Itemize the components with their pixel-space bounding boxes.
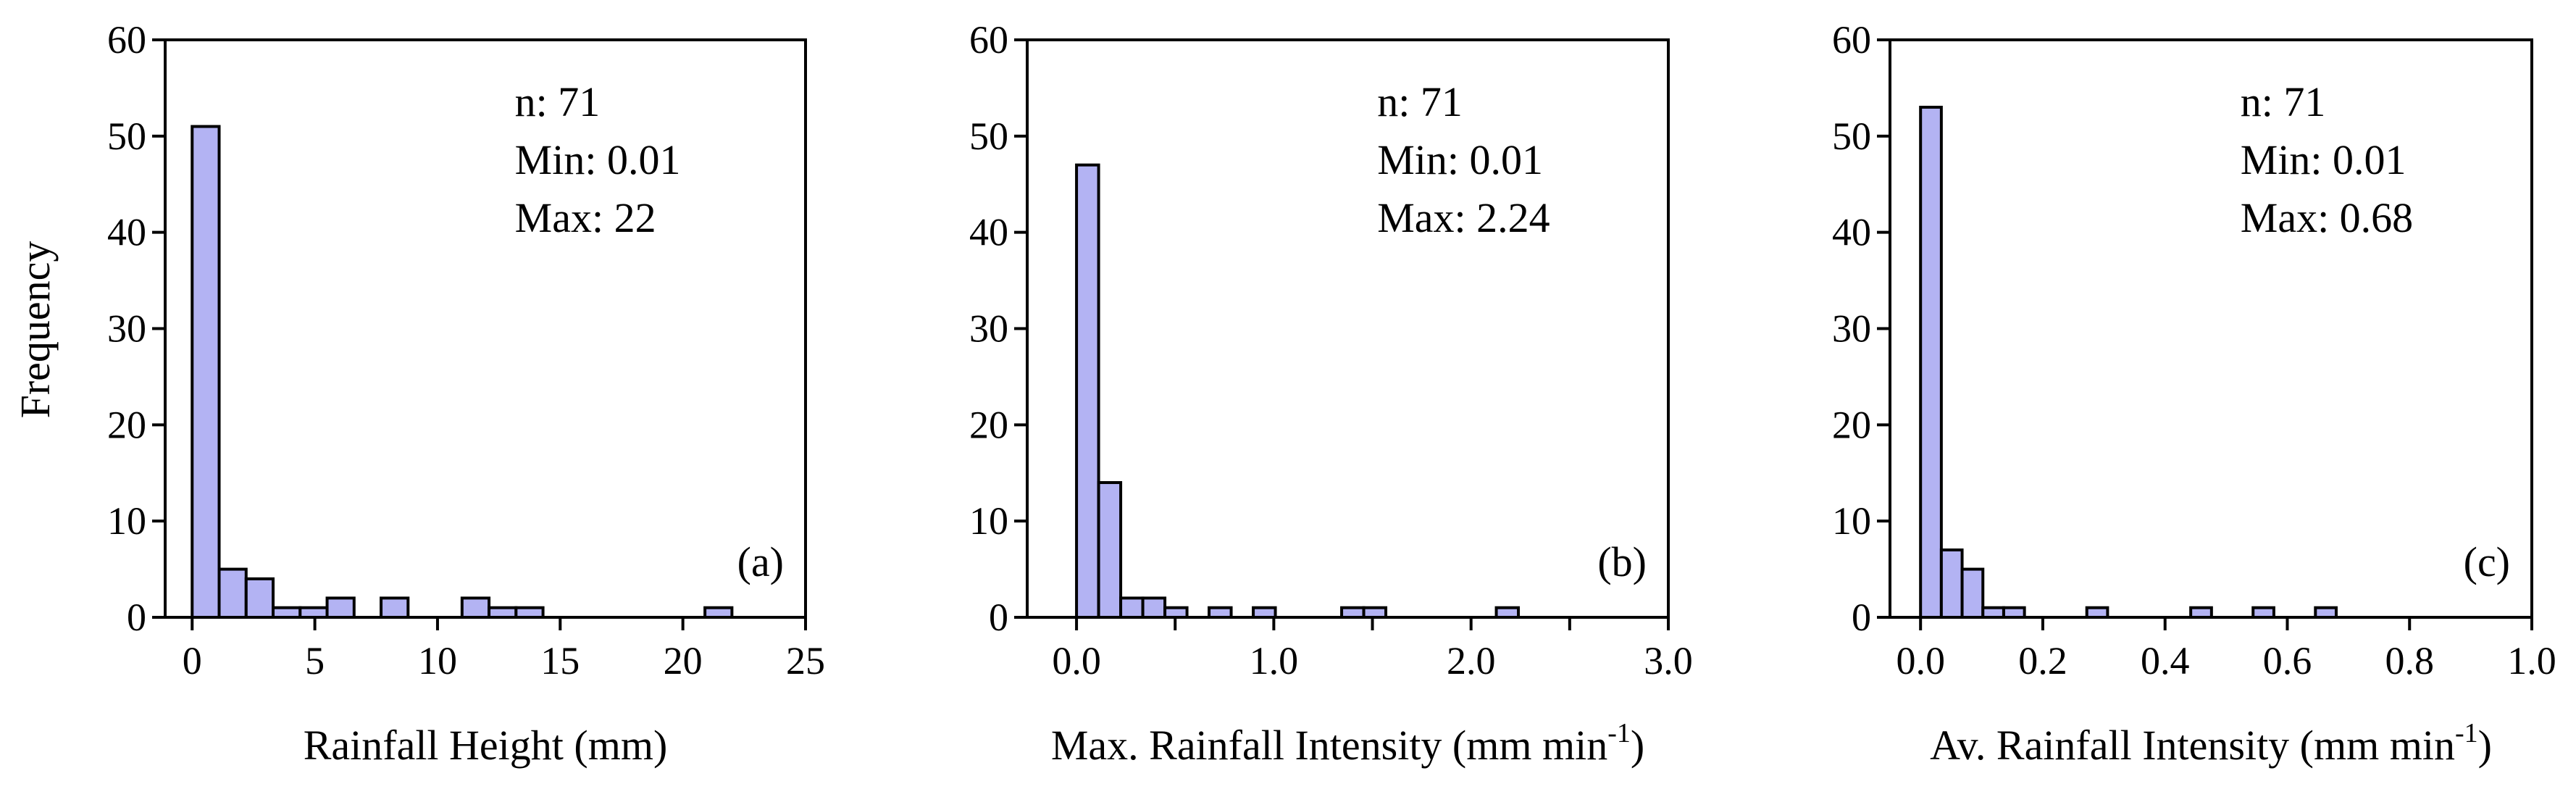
histogram-bar xyxy=(191,125,221,619)
y-tick-label: 10 xyxy=(107,499,146,543)
x-axis-title: Max. Rainfall Intensity (mm min-1) xyxy=(1051,718,1644,769)
histogram-bar xyxy=(1141,596,1167,619)
y-tick-label: 0 xyxy=(127,596,146,639)
x-tick-label: 0.8 xyxy=(2385,639,2434,683)
x-tick-label: 20 xyxy=(664,639,703,683)
y-axis-label: Frequency xyxy=(12,241,59,419)
histogram-bar xyxy=(1960,567,1985,619)
y-tick-label: 10 xyxy=(969,499,1008,543)
stat-max: Max: 22 xyxy=(515,194,656,241)
x-axis-title-main: Av. Rainfall Intensity (mm min xyxy=(1930,722,2455,769)
x-tick-label: 0.2 xyxy=(2018,639,2067,683)
x-tick-label: 25 xyxy=(786,639,825,683)
stat-max: Max: 0.68 xyxy=(2241,194,2413,241)
histogram-bar xyxy=(325,596,356,619)
histogram-bar xyxy=(244,577,275,619)
plot-frame xyxy=(1889,38,2533,619)
x-tick-label: 10 xyxy=(418,639,457,683)
panel-label: (c) xyxy=(2464,538,2510,585)
y-tick-label: 60 xyxy=(1832,18,1871,62)
x-axis-title-superscript: -1 xyxy=(2455,718,2478,748)
x-axis-title-suffix: ) xyxy=(1631,722,1644,769)
x-axis-title-main: Rainfall Height (mm) xyxy=(304,722,668,769)
x-tick-label: 0.6 xyxy=(2263,639,2312,683)
y-tick-label: 20 xyxy=(969,403,1008,446)
stat-min: Min: 0.01 xyxy=(2241,136,2406,183)
x-axis-title-superscript: -1 xyxy=(1607,718,1631,748)
y-tick-label: 40 xyxy=(969,211,1008,254)
x-tick-label: 0.4 xyxy=(2141,639,2190,683)
x-axis-title: Av. Rainfall Intensity (mm min-1) xyxy=(1930,718,2492,769)
x-tick-label: 2.0 xyxy=(1447,639,1496,683)
panel-label: (b) xyxy=(1597,538,1647,585)
y-tick-label: 20 xyxy=(107,403,146,446)
y-tick-label: 60 xyxy=(969,18,1008,62)
y-tick-label: 0 xyxy=(989,596,1008,639)
y-tick-label: 50 xyxy=(1832,114,1871,158)
y-tick-label: 30 xyxy=(1832,307,1871,351)
panel-a-rainfall-height: 0 10 20 30 40 50 60 0 5 10 15 20 25 Rainfall Height (… xyxy=(107,18,825,769)
histogram-bar xyxy=(1939,548,1964,619)
stat-min: Min: 0.01 xyxy=(515,136,681,183)
stat-n: n: 71 xyxy=(2241,78,2326,125)
plot-frame xyxy=(1026,38,1670,619)
y-tick-label: 20 xyxy=(1832,403,1871,446)
histogram-bar xyxy=(1119,596,1145,619)
y-tick-label: 0 xyxy=(1852,596,1871,639)
x-tick-label: 1.0 xyxy=(1250,639,1299,683)
y-tick-label: 50 xyxy=(107,114,146,158)
y-tick-label: 40 xyxy=(107,211,146,254)
stat-min: Min: 0.01 xyxy=(1377,136,1543,183)
panel-c-av-rainfall-intensity: 0 10 20 30 40 50 60 0.0 0.2 0.4 0.6 0.8 1.0 Av. Rainf… xyxy=(1832,18,2556,769)
y-tick-label: 30 xyxy=(969,307,1008,351)
x-tick-label: 15 xyxy=(540,639,580,683)
x-axis-title: Rainfall Height (mm) xyxy=(304,722,668,769)
stat-max: Max: 2.24 xyxy=(1377,194,1550,241)
x-tick-label: 0.0 xyxy=(1052,639,1101,683)
histogram-bar xyxy=(1919,105,1943,619)
y-tick-label: 40 xyxy=(1832,211,1871,254)
stat-n: n: 71 xyxy=(1377,78,1463,125)
x-tick-label: 0 xyxy=(183,639,202,683)
x-tick-label: 0.0 xyxy=(1896,639,1945,683)
x-tick-label: 3.0 xyxy=(1644,639,1693,683)
histogram-bar xyxy=(217,567,248,619)
x-axis-title-main: Max. Rainfall Intensity (mm min xyxy=(1051,722,1607,769)
histogram-bar xyxy=(460,596,491,619)
x-axis-title-suffix: ) xyxy=(2478,722,2492,769)
x-tick-label: 5 xyxy=(305,639,325,683)
histogram-bar xyxy=(380,596,410,619)
panel-label: (a) xyxy=(737,538,784,585)
histogram-bar xyxy=(1075,163,1100,619)
y-tick-label: 60 xyxy=(107,18,146,62)
y-tick-label: 10 xyxy=(1832,499,1871,543)
stat-n: n: 71 xyxy=(515,78,601,125)
y-tick-label: 50 xyxy=(969,114,1008,158)
y-tick-label: 30 xyxy=(107,307,146,351)
plot-frame xyxy=(164,38,807,619)
histogram-bar xyxy=(1097,481,1123,619)
x-tick-label: 1.0 xyxy=(2507,639,2556,683)
